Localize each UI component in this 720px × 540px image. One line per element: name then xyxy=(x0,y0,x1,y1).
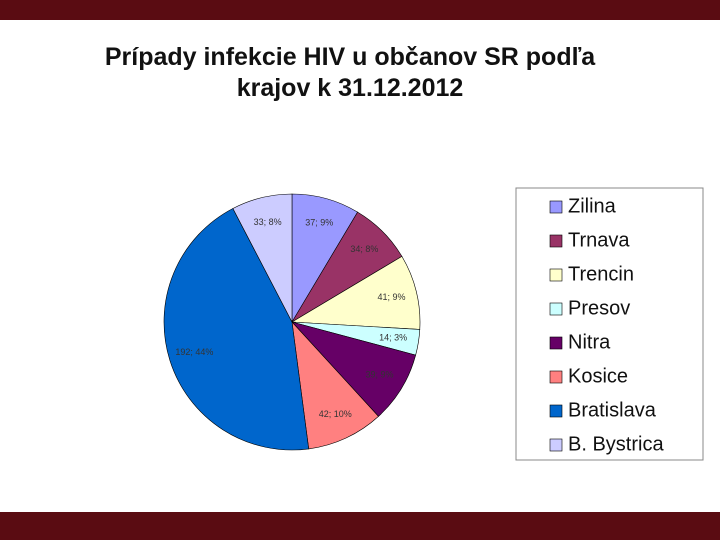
pie-slice xyxy=(291,255,421,330)
legend-label: Nitra xyxy=(568,331,611,353)
legend-label: Kosice xyxy=(568,365,628,387)
pie-slice xyxy=(163,208,310,451)
data-label: 41; 9% xyxy=(377,292,405,302)
legend-box xyxy=(515,187,704,461)
data-label: 37; 9% xyxy=(305,218,333,228)
chart-title: Prípady infekcie HIV u občanov SR podľa … xyxy=(104,43,596,102)
legend-label: Trnava xyxy=(568,229,630,251)
top-band xyxy=(0,0,720,20)
legend-swatch xyxy=(549,234,563,248)
legend-swatch xyxy=(549,370,563,384)
data-label: 192; 44% xyxy=(175,347,213,357)
legend-swatch xyxy=(549,200,563,214)
legend-label: Zilina xyxy=(568,195,617,217)
data-label: 39; 9% xyxy=(366,369,394,379)
legend-label: Bratislava xyxy=(568,399,657,421)
data-label: 33; 8% xyxy=(254,217,282,227)
data-label: 14; 3% xyxy=(379,333,407,343)
legend-swatch xyxy=(549,268,563,282)
legend-swatch xyxy=(549,404,563,418)
legend-label: Presov xyxy=(568,297,630,319)
legend-label: B. Bystrica xyxy=(568,433,664,455)
bottom-band xyxy=(0,512,720,540)
legend-label: Trencin xyxy=(568,263,634,285)
data-label: 42; 10% xyxy=(319,409,352,419)
pie-slice xyxy=(232,193,293,323)
legend-swatch xyxy=(549,438,563,452)
data-label: 34; 8% xyxy=(350,244,378,254)
legend-swatch xyxy=(549,336,563,350)
legend-swatch xyxy=(549,302,563,316)
pie-slice xyxy=(291,321,379,450)
